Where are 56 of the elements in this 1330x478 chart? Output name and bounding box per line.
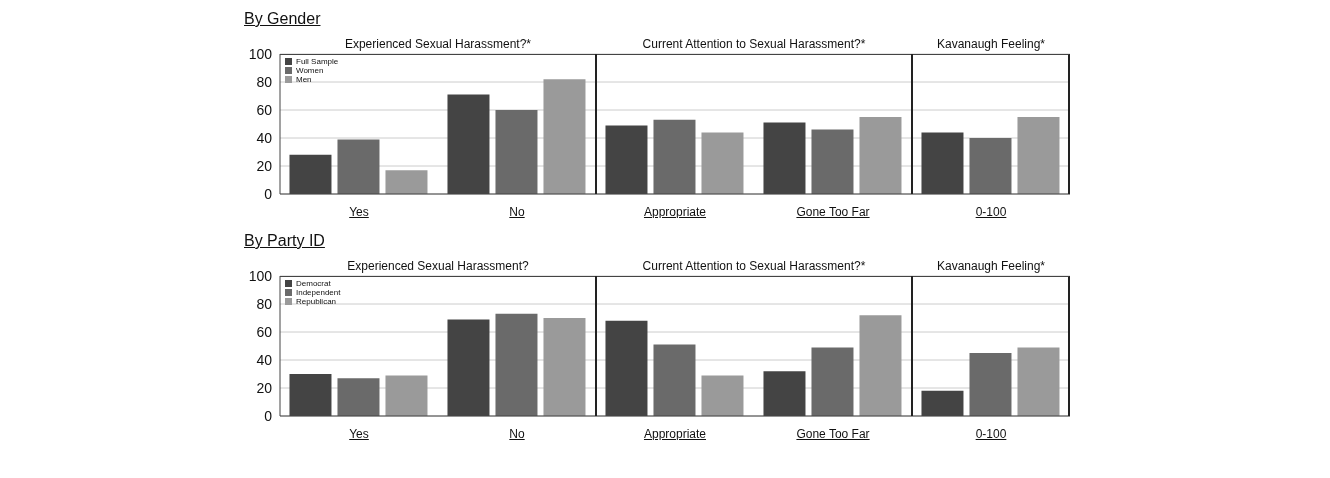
text: Kavanaugh Feeling*: [935, 258, 1047, 275]
bar: [859, 315, 902, 416]
bar: [969, 138, 1012, 194]
chart-title: By Gender: [244, 10, 322, 29]
legend-label: Independent: [296, 288, 341, 297]
bar: [495, 313, 538, 416]
y-tick-label: 100: [248, 267, 273, 284]
text: Experienced Sexual Harassment?*: [343, 36, 533, 53]
text: Kavanaugh Feeling*: [935, 36, 1047, 53]
x-tick-label: 0-100: [975, 205, 1007, 219]
legend-label: Republican: [296, 297, 337, 306]
x-tick-label: Gone Too Far: [796, 205, 870, 219]
y-tick-label: 40: [256, 351, 273, 368]
bar: [1017, 117, 1060, 194]
bar: [495, 110, 538, 194]
y-tick-label: 40: [256, 129, 273, 146]
bar: [337, 139, 380, 194]
legend-label: Full Sample: [296, 57, 339, 66]
x-tick-label: Yes: [349, 205, 369, 219]
y-tick-label: 20: [256, 379, 273, 396]
bar: [701, 132, 744, 194]
text: Current Attention to Sexual Harassment?*: [641, 36, 867, 53]
y-tick-label: 100: [248, 45, 273, 62]
y-tick-label: 0: [264, 407, 273, 424]
x-tick-label: 0-100: [975, 427, 1007, 441]
bar: [653, 119, 696, 194]
x-tick-label: No: [509, 427, 525, 441]
bar: [385, 375, 428, 416]
bar: [543, 318, 586, 416]
legend-label: Democrat: [296, 279, 331, 288]
bar: [701, 375, 744, 416]
legend-label: Women: [296, 66, 324, 75]
bar: [1017, 347, 1060, 416]
bar: [811, 347, 854, 416]
x-tick-label: Appropriate: [643, 427, 707, 441]
chart-title: By Party ID: [244, 232, 326, 251]
text: Current Attention to Sexual Harassment?*: [641, 258, 867, 275]
x-tick-label: No: [509, 205, 525, 219]
bar: [859, 117, 902, 194]
bar: [811, 129, 854, 194]
y-tick-label: 60: [256, 101, 273, 118]
y-tick-label: 20: [256, 157, 273, 174]
x-tick-label: Appropriate: [643, 205, 707, 219]
y-tick-label: 80: [256, 295, 273, 312]
bar: [543, 79, 586, 194]
text: Experienced Sexual Harassment?: [346, 258, 530, 275]
x-tick-label: Gone Too Far: [796, 427, 870, 441]
bar: [385, 170, 428, 194]
bar: [969, 353, 1012, 416]
x-tick-label: Yes: [349, 427, 369, 441]
bar: [337, 378, 380, 416]
y-tick-label: 0: [264, 185, 273, 202]
bar: [653, 344, 696, 416]
legend-label: Men: [296, 75, 312, 84]
y-tick-label: 60: [256, 323, 273, 340]
y-tick-label: 80: [256, 73, 273, 90]
